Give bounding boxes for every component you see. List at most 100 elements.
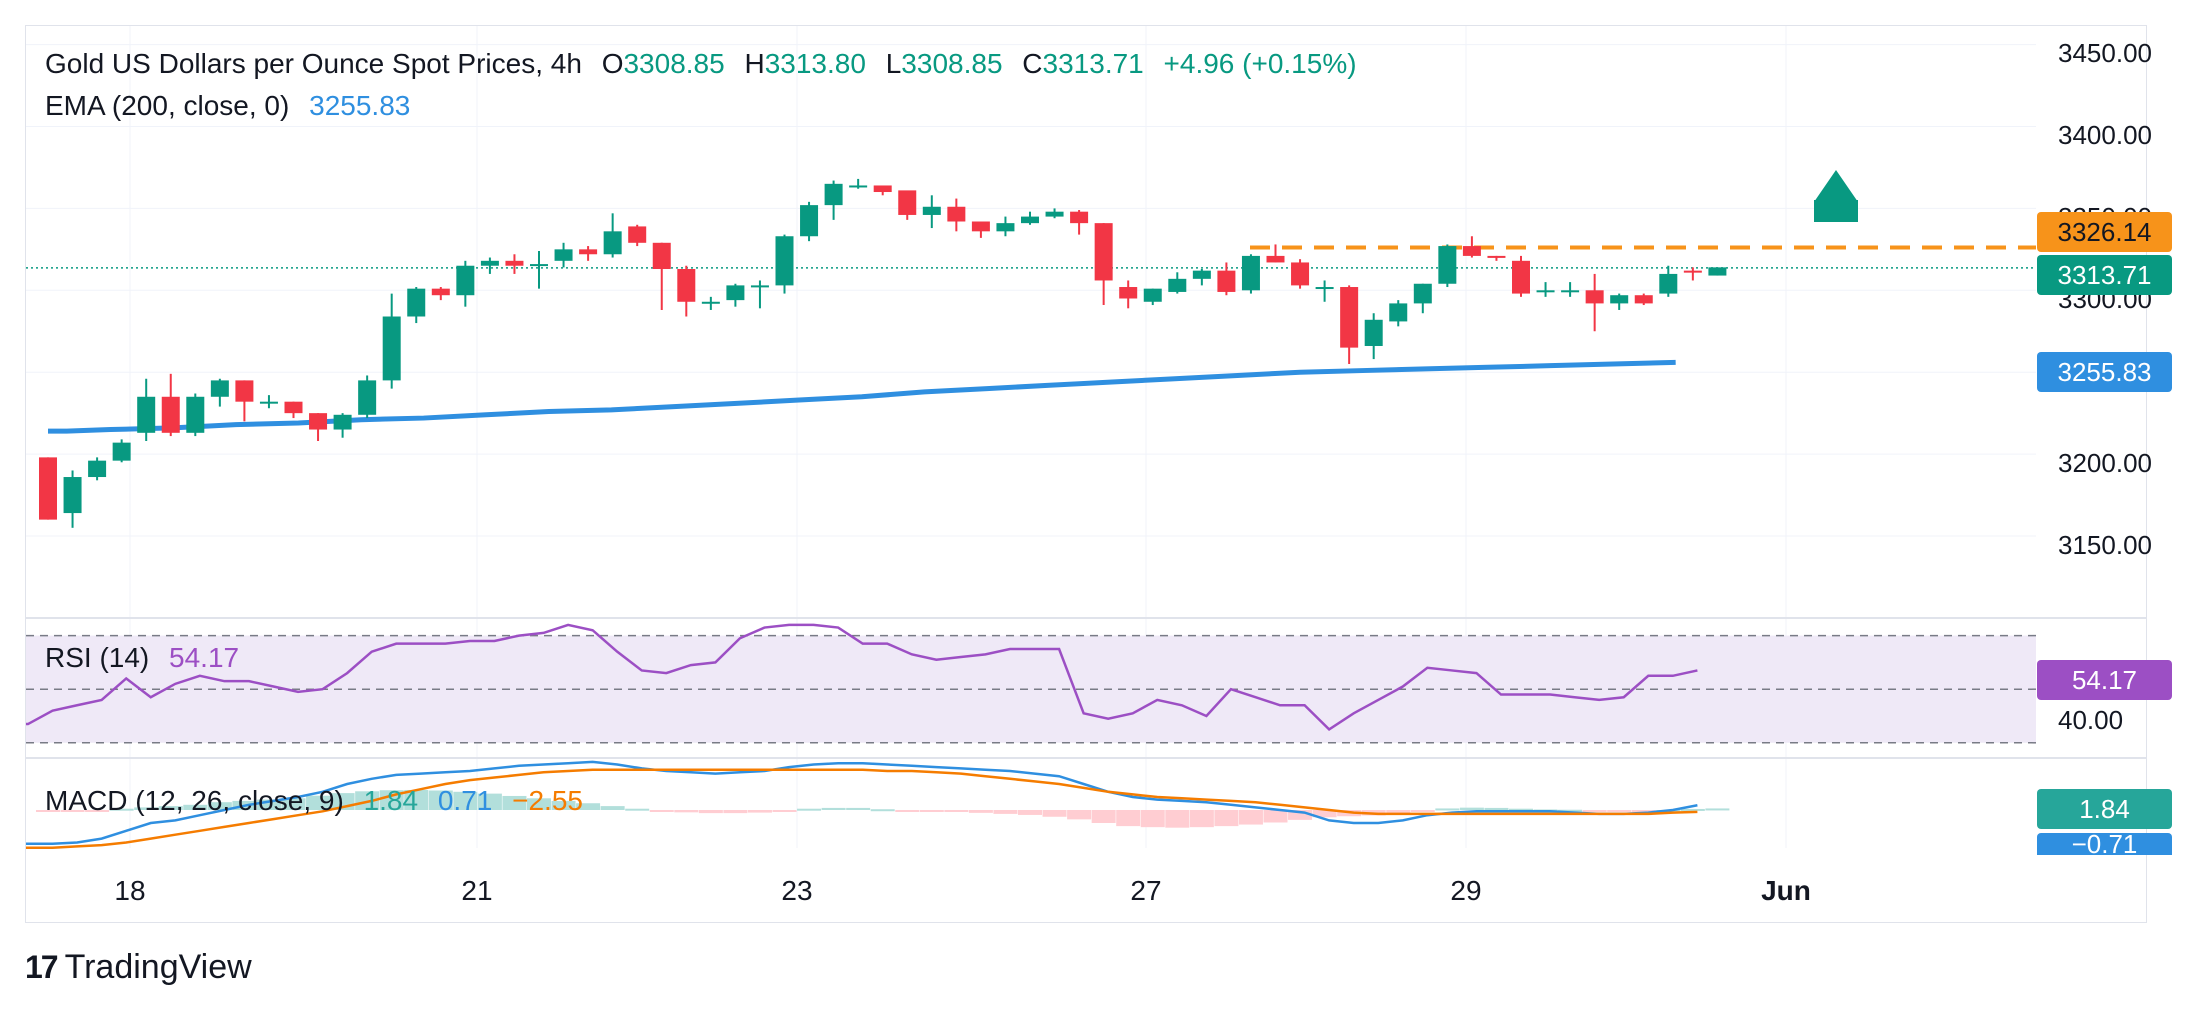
macd-histogram-bar [1116, 810, 1141, 827]
candle-body [922, 206, 941, 215]
candle-body [1413, 283, 1432, 304]
candle-body [161, 396, 180, 433]
candle-body [456, 265, 475, 296]
macd-histogram-bar [1189, 810, 1214, 828]
candle-body [947, 206, 966, 222]
macd-histogram-bar [895, 810, 920, 812]
candle-body [1143, 288, 1162, 302]
candle-body [1168, 278, 1187, 292]
macd-histogram-bar [453, 791, 478, 810]
macd-histogram-bar [968, 810, 993, 813]
candle-body [333, 414, 352, 430]
candle-body [235, 380, 254, 402]
candle-body [1340, 287, 1359, 348]
rsi-value: 54.17 [169, 642, 240, 673]
macd-histogram-bar [428, 790, 453, 810]
macd-histogram-bar [870, 809, 895, 812]
price-tick: 3150.00 [2058, 530, 2152, 560]
macd-histogram-bar [183, 804, 208, 810]
candle-body [1045, 211, 1064, 217]
macd-histogram-bar [1680, 808, 1705, 811]
signal-line [26, 768, 1698, 849]
candle-body [1094, 223, 1113, 281]
x-tick: 27 [1130, 875, 1162, 906]
candle-body [1585, 290, 1604, 304]
candle-body [1364, 319, 1383, 346]
arrow-up-icon [1814, 200, 1858, 222]
candle-body [1119, 287, 1138, 299]
macd-label: MACD (12, 26, close, 9) [45, 785, 344, 816]
macd-value: 1.84 [363, 785, 419, 816]
price-tick: 3450.00 [2058, 38, 2152, 68]
candle-body [358, 380, 377, 415]
candle-body [1291, 262, 1310, 286]
macd-histogram-bar [919, 810, 944, 812]
macd-histogram-bar [944, 810, 969, 812]
x-tick: 29 [1450, 875, 1482, 906]
candle-body [1462, 246, 1481, 256]
macd-histogram-bar [625, 808, 650, 811]
symbol-title: Gold US Dollars per Ounce Spot Prices, 4… [45, 48, 582, 79]
candle-body [1659, 273, 1678, 294]
macd-histogram-bar [60, 810, 85, 812]
macd-histogram-bar [551, 800, 576, 810]
macd-histogram-bar [576, 803, 601, 810]
x-tick: 21 [461, 875, 493, 906]
price-tick: 3200.00 [2058, 448, 2152, 478]
ema-label: EMA (200, close, 0) [45, 90, 290, 121]
ema-legend: EMA (200, close, 0) 3255.83 [45, 90, 422, 122]
candle-body [873, 185, 892, 193]
candle-body [603, 231, 622, 255]
candle-body [1217, 270, 1236, 292]
candle-body [382, 316, 401, 381]
candle-body [628, 226, 647, 243]
candle-body [407, 288, 426, 317]
high-label: H [744, 48, 765, 79]
hist-value: −2.55 [512, 785, 583, 816]
macd-histogram-bar [649, 810, 674, 812]
macd-histogram-bar [1410, 810, 1435, 812]
open-value: 3308.85 [623, 48, 725, 79]
candle-body [1561, 290, 1580, 293]
macd-histogram-bar [1263, 810, 1288, 823]
macd-histogram-bar [993, 810, 1018, 814]
ema-value: 3255.83 [309, 90, 411, 121]
x-tick: Jun [1761, 875, 1811, 906]
macd-histogram-bar [1582, 810, 1607, 812]
candle-body [554, 249, 573, 261]
macd-histogram-bar [1435, 808, 1460, 811]
macd-histogram-bar [281, 798, 306, 810]
tradingview-logo-icon: 17 [25, 949, 59, 985]
candle-body [284, 401, 303, 414]
macd-line [26, 760, 1698, 846]
x-tick: 18 [114, 875, 146, 906]
candle-body [112, 442, 131, 461]
candle-body [530, 264, 548, 267]
candle-body [652, 242, 671, 270]
macd-histogram-bar [36, 810, 60, 812]
candle-body [971, 221, 990, 232]
macd-histogram-bar [502, 795, 527, 810]
macd-histogram-bar [207, 802, 232, 810]
candle-body [726, 285, 745, 301]
candle-body [800, 205, 819, 237]
macd-histogram-bar [85, 810, 110, 812]
candle-body [1070, 211, 1089, 224]
close-label: C [1022, 48, 1043, 79]
candle-body [309, 413, 328, 430]
candle-body [137, 396, 156, 433]
macd-histogram-bar [1386, 810, 1411, 814]
macd-histogram-bar [772, 810, 797, 812]
candle-body [39, 457, 57, 520]
ema-price-tag: 3255.83 [2037, 352, 2172, 392]
macd-tag: 1.84 [2037, 789, 2172, 829]
rsi-level-label: 40.00 [2058, 705, 2124, 735]
candle-body [1634, 295, 1653, 304]
macd-histogram-bar [846, 807, 871, 810]
symbol-legend: Gold US Dollars per Ounce Spot Prices, 4… [45, 48, 1369, 80]
last-price-tag: 3313.71 [2037, 255, 2172, 295]
macd-histogram-bar [158, 806, 183, 810]
chart-frame [25, 25, 2147, 923]
macd-histogram-bar [1509, 808, 1533, 811]
